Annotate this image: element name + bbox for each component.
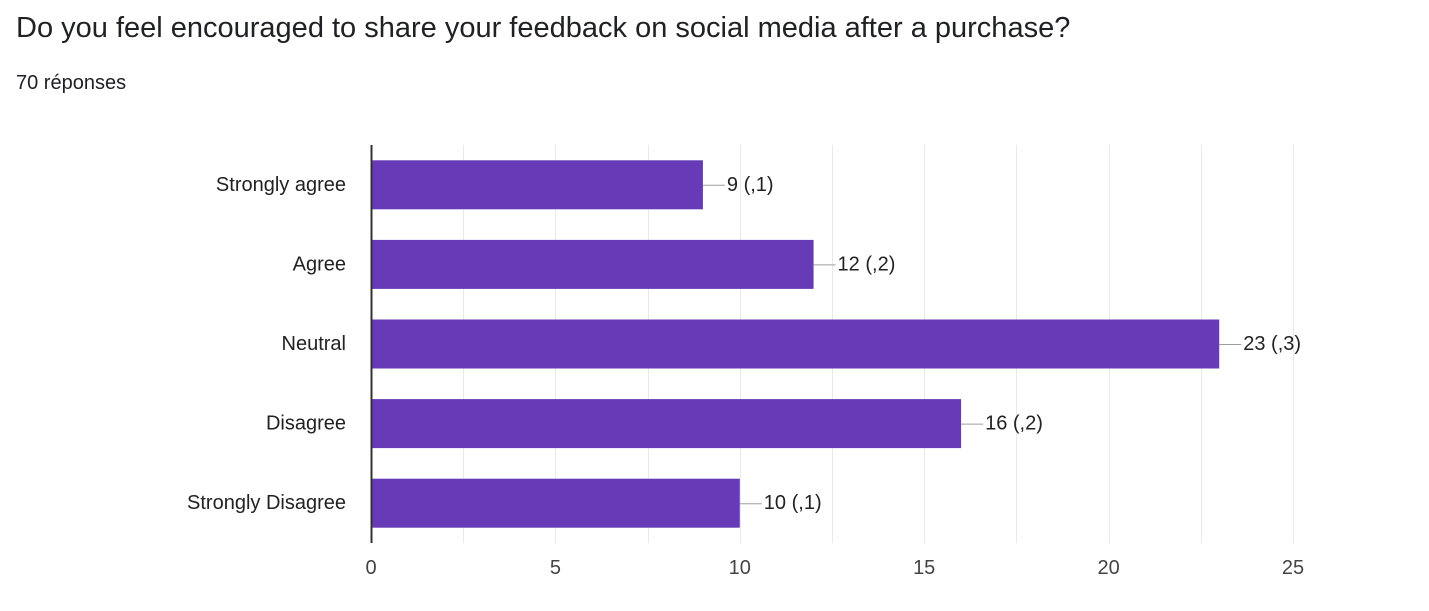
category-label: Neutral (282, 333, 346, 355)
category-label: Strongly agree (216, 174, 346, 196)
response-count: 70 réponses (16, 72, 127, 94)
category-label: Strongly Disagree (187, 492, 346, 514)
x-tick-label: 20 (1097, 557, 1119, 579)
x-tick-label: 10 (729, 557, 751, 579)
category-label: Disagree (266, 413, 346, 435)
bar (371, 160, 703, 210)
question-title: Do you feel encouraged to share your fee… (16, 12, 1071, 44)
data-label: 23 (,3) (1243, 333, 1301, 355)
data-label: 10 (,1) (764, 492, 822, 514)
x-tick-label: 0 (365, 557, 376, 579)
category-label: Agree (293, 253, 346, 275)
data-label: 12 (,2) (838, 253, 896, 275)
x-tick-label: 25 (1282, 557, 1304, 579)
x-tick-label: 5 (550, 557, 561, 579)
bar (371, 239, 814, 289)
bar (371, 319, 1220, 369)
data-label: 9 (,1) (727, 174, 774, 196)
bar (371, 478, 740, 528)
x-tick-label: 15 (913, 557, 935, 579)
data-label: 16 (,2) (985, 413, 1043, 435)
bar (371, 399, 962, 449)
